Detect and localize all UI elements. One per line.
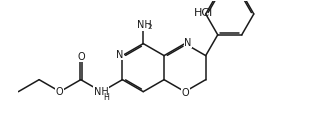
Text: 2: 2 — [148, 24, 152, 30]
Text: O: O — [78, 52, 85, 62]
Text: HCl: HCl — [194, 8, 213, 18]
Text: O: O — [182, 88, 189, 98]
Text: O: O — [56, 87, 63, 97]
Text: NH: NH — [94, 87, 108, 97]
Text: N: N — [116, 50, 123, 60]
Text: N: N — [184, 38, 191, 48]
Text: H: H — [103, 93, 109, 102]
Text: NH: NH — [137, 20, 152, 30]
